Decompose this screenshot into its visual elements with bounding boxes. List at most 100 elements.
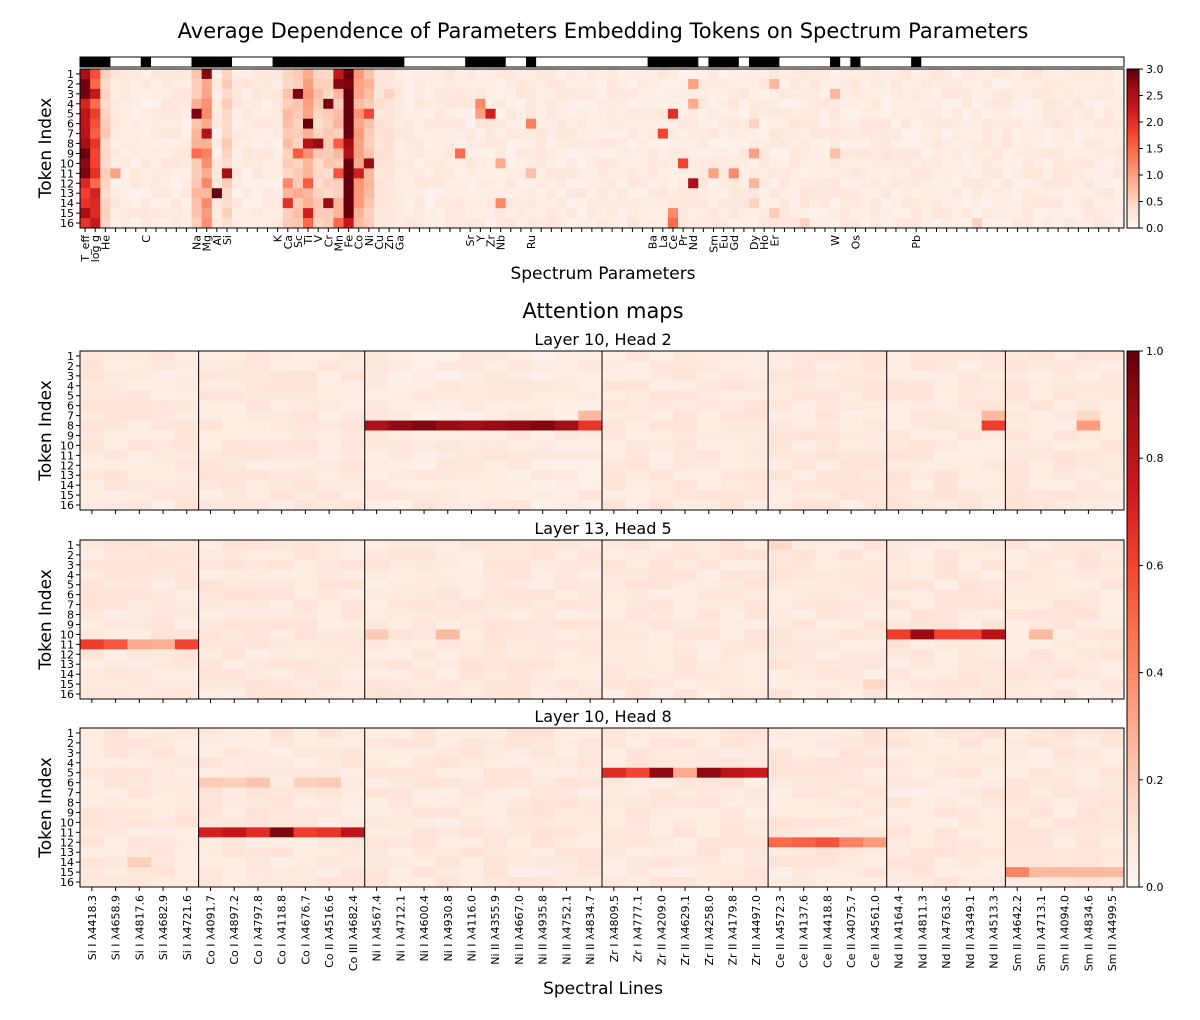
attention-panel: Layer 13, Head 512345678910111213141516T… (36, 519, 1125, 703)
attention-cell (151, 599, 176, 611)
top-heatmap-cell (779, 218, 791, 229)
attention-cell (103, 817, 128, 828)
attention-cell (673, 579, 698, 591)
attention-cell (863, 559, 888, 571)
top-heatmap-cell (130, 88, 142, 100)
attention-cell (696, 847, 722, 858)
attention-cell (839, 757, 864, 769)
attention-cell (791, 470, 817, 481)
attention-cell (483, 460, 508, 471)
top-heatmap-cell (495, 98, 507, 110)
attention-cell (886, 589, 911, 601)
attention-cell (696, 490, 722, 501)
attention-cell (1076, 728, 1101, 739)
top-heatmap-cell (1113, 198, 1125, 209)
attention-cell (720, 569, 745, 581)
top-heatmap-cell (617, 208, 628, 219)
attention-cell (744, 847, 769, 858)
top-heatmap-cell (221, 168, 233, 179)
attention-cell (1052, 370, 1078, 382)
attention-cell (1029, 877, 1054, 888)
attention-cell (341, 847, 366, 858)
top-heatmap-cell (971, 78, 983, 90)
top-heatmap-cell (576, 128, 588, 140)
top-heatmap-cell (333, 69, 345, 80)
top-heatmap-cell (830, 128, 841, 140)
top-heatmap-cell (637, 188, 649, 199)
top-y-tick-label: 7 (67, 128, 74, 141)
attention-cell (80, 817, 105, 828)
attention-cell (80, 480, 105, 491)
attention-cell (222, 619, 247, 630)
top-heatmap-cell (596, 98, 608, 110)
top-heatmap-cell (161, 118, 172, 130)
attention-cell (483, 797, 508, 808)
attention-cell (578, 767, 603, 779)
top-heatmap-cell (1103, 108, 1115, 120)
attention-cell (459, 599, 484, 611)
attention-cell (174, 837, 200, 848)
top-heatmap-cell (1012, 168, 1024, 179)
attention-cell (934, 360, 959, 372)
top-heatmap-cell (890, 198, 902, 209)
attention-cell (744, 500, 769, 511)
top-colorbar-gradient-step (1127, 204, 1139, 207)
top-heatmap-cell (313, 98, 324, 110)
attention-cell (1100, 589, 1125, 601)
attention-cell (174, 360, 200, 372)
top-colorbar-tick-label: 3.0 (1146, 63, 1164, 76)
attention-cell (1029, 639, 1054, 650)
top-heatmap-cell (961, 218, 973, 229)
top-heatmap-cell (941, 218, 953, 229)
attention-cell (720, 589, 745, 601)
attention-cell (1076, 549, 1101, 561)
top-heatmap-cell (221, 69, 233, 80)
attention-cell (839, 390, 864, 402)
top-heatmap-cell (211, 178, 223, 189)
top-heatmap-cell (688, 98, 699, 110)
attention-cell (127, 629, 152, 640)
attention-cell (174, 728, 200, 739)
attention-cell (957, 400, 983, 412)
top-heatmap-cell (941, 168, 953, 179)
attention-cell (269, 817, 295, 828)
attention-cell (317, 837, 342, 848)
top-heatmap-cell (769, 218, 780, 229)
top-heatmap-cell (1002, 78, 1014, 90)
attention-cell (103, 757, 128, 769)
attention-cell (815, 480, 840, 491)
attention-cell (151, 589, 176, 601)
top-x-tick-label: He (99, 235, 112, 250)
top-heatmap-cell (1103, 118, 1115, 130)
attention-cell (815, 817, 840, 828)
top-heatmap-cell (1022, 78, 1034, 90)
attention-cell (412, 390, 437, 402)
attention-cell (412, 370, 437, 382)
top-heatmap-cell (779, 158, 791, 169)
attention-cell (151, 420, 176, 431)
attention-cell (483, 400, 508, 412)
top-heatmap-cell (485, 118, 497, 130)
attention-cell (910, 540, 935, 551)
attention-cell (554, 787, 579, 799)
attention-y-tick-label: 8 (67, 797, 74, 810)
top-heatmap-cell (546, 158, 557, 169)
attention-cell (934, 540, 959, 551)
attention-cell (815, 549, 840, 561)
top-heatmap-cell (921, 98, 932, 110)
top-x-tick-label: Sr (464, 235, 477, 247)
attention-cell (602, 380, 627, 392)
top-heatmap-cell (718, 78, 730, 90)
attention-cell (317, 500, 342, 511)
attention-cell (174, 867, 200, 878)
top-heatmap-cell (961, 138, 973, 149)
attention-cell (435, 450, 461, 461)
attention-cell (696, 540, 722, 551)
top-heatmap-cell (799, 198, 811, 209)
attention-cell (127, 649, 152, 660)
attention-cell (981, 400, 1006, 412)
top-heatmap-cell (232, 158, 243, 169)
attention-cell (1005, 351, 1030, 362)
attention-cell (863, 599, 888, 611)
top-heatmap-cell (181, 88, 192, 100)
